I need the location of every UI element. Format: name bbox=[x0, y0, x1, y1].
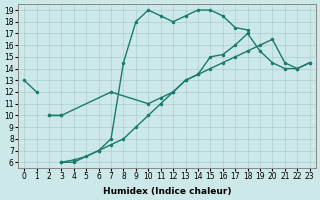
X-axis label: Humidex (Indice chaleur): Humidex (Indice chaleur) bbox=[103, 187, 231, 196]
